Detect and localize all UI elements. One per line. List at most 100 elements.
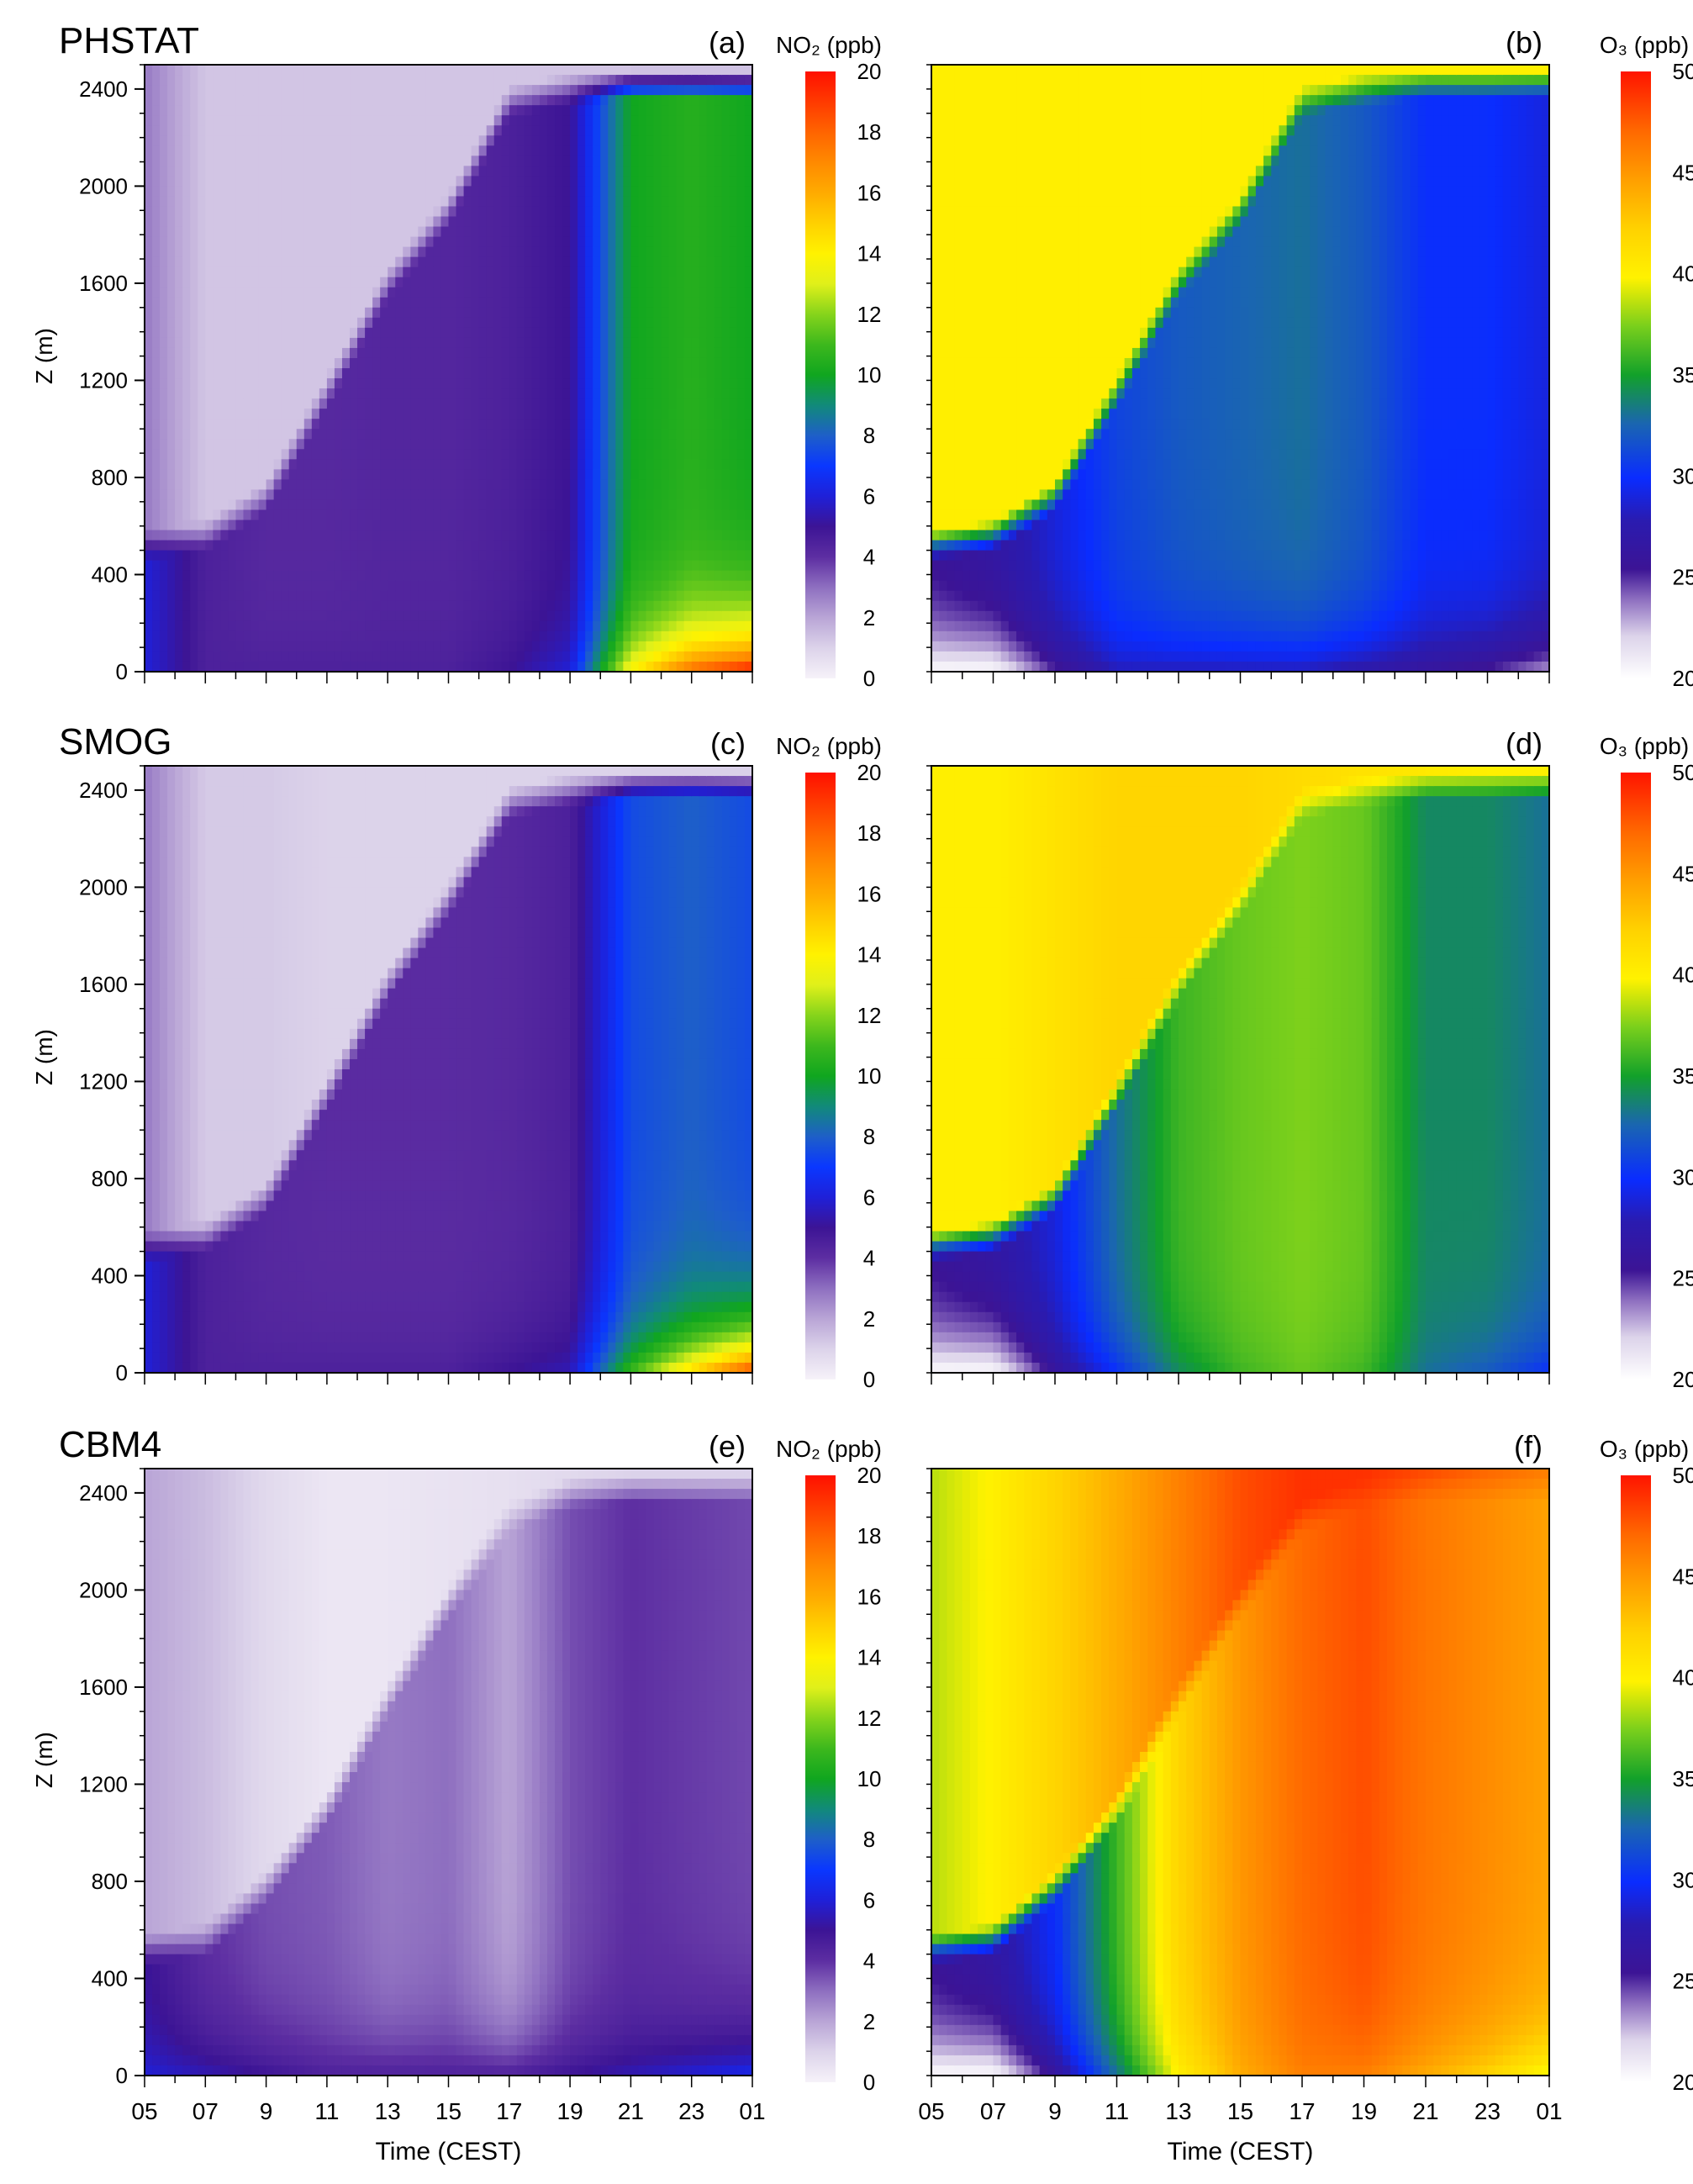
heatmap-cell xyxy=(630,610,640,622)
heatmap-cell xyxy=(288,489,298,501)
heatmap-cell xyxy=(683,135,693,147)
heatmap-cell xyxy=(744,347,753,359)
heatmap-cell xyxy=(258,327,267,339)
heatmap-cell xyxy=(311,85,320,96)
heatmap-cell xyxy=(319,256,328,268)
heatmap-cell xyxy=(501,135,510,147)
heatmap-cell xyxy=(539,388,548,399)
heatmap-cell xyxy=(213,125,222,137)
heatmap-cell xyxy=(273,196,282,208)
heatmap-cell xyxy=(661,347,670,359)
heatmap-cell xyxy=(501,145,510,157)
heatmap-cell xyxy=(388,196,397,208)
heatmap-cell xyxy=(167,95,176,106)
heatmap-cell xyxy=(638,449,647,461)
heatmap-cell xyxy=(562,226,571,238)
heatmap-cell xyxy=(661,297,670,309)
heatmap-cell xyxy=(410,115,419,126)
heatmap-cell xyxy=(623,226,632,238)
heatmap-cell xyxy=(266,307,275,319)
heatmap-cell xyxy=(456,378,465,389)
heatmap-cell xyxy=(638,266,647,278)
heatmap-cell xyxy=(418,530,427,541)
heatmap-cell xyxy=(939,419,948,430)
heatmap-cell xyxy=(486,388,495,399)
heatmap-cell xyxy=(683,409,693,419)
heatmap-cell xyxy=(676,337,685,349)
heatmap-cell xyxy=(365,398,373,409)
heatmap-cell xyxy=(714,398,723,409)
heatmap-cell xyxy=(448,368,457,379)
heatmap-cell xyxy=(668,398,678,409)
heatmap-cell xyxy=(198,347,207,359)
heatmap-cell xyxy=(668,661,678,673)
heatmap-cell xyxy=(486,520,495,531)
heatmap-cell xyxy=(501,347,510,359)
heatmap-cell xyxy=(615,499,625,511)
heatmap-cell xyxy=(319,277,328,288)
heatmap-cell xyxy=(319,216,328,228)
heatmap-cell xyxy=(570,429,578,440)
heatmap-cell xyxy=(516,489,525,501)
heatmap-cell xyxy=(334,297,343,309)
heatmap-cell xyxy=(608,337,617,349)
heatmap-cell xyxy=(190,388,199,399)
heatmap-cell xyxy=(486,398,495,409)
heatmap-cell xyxy=(372,266,381,278)
heatmap-cell xyxy=(357,206,366,218)
heatmap-cell xyxy=(931,266,940,278)
heatmap-cell xyxy=(410,236,419,248)
heatmap-cell xyxy=(668,266,678,278)
heatmap-cell xyxy=(281,75,290,86)
heatmap-cell xyxy=(319,560,328,572)
heatmap-cell xyxy=(463,388,472,399)
heatmap-cell xyxy=(319,75,328,86)
heatmap-cell xyxy=(350,196,358,208)
heatmap-cell xyxy=(456,530,465,541)
heatmap-cell xyxy=(493,135,503,147)
heatmap-cell xyxy=(251,95,260,106)
heatmap-cell xyxy=(228,610,237,622)
heatmap-cell xyxy=(736,307,746,319)
heatmap-cell xyxy=(585,206,594,218)
heatmap-cell xyxy=(714,287,723,298)
heatmap-cell xyxy=(638,307,647,319)
heatmap-cell xyxy=(311,661,320,673)
heatmap-cell xyxy=(152,176,161,187)
heatmap-cell xyxy=(939,277,948,288)
heatmap-cell xyxy=(471,65,480,76)
heatmap-cell xyxy=(425,419,435,430)
heatmap-cell xyxy=(288,357,298,369)
heatmap-cell xyxy=(729,287,738,298)
heatmap-cell xyxy=(357,216,366,228)
heatmap-cell xyxy=(744,499,753,511)
heatmap-cell xyxy=(593,125,602,137)
heatmap-cell xyxy=(198,176,207,187)
heatmap-cell xyxy=(175,419,183,430)
heatmap-cell xyxy=(608,156,617,167)
heatmap-cell xyxy=(334,337,343,349)
heatmap-cell xyxy=(509,540,518,551)
heatmap-cell xyxy=(190,145,199,157)
heatmap-cell xyxy=(608,419,617,430)
heatmap-cell xyxy=(736,620,746,632)
heatmap-cell xyxy=(683,661,693,673)
heatmap-cell xyxy=(303,115,313,126)
heatmap-cell xyxy=(646,226,655,238)
heatmap-cell xyxy=(646,347,655,359)
heatmap-cell xyxy=(365,479,373,491)
heatmap-cell xyxy=(182,459,192,471)
heatmap-cell xyxy=(258,409,267,419)
heatmap-cell xyxy=(555,520,563,531)
heatmap-cell xyxy=(501,590,510,602)
heatmap-cell xyxy=(683,246,693,258)
heatmap-cell xyxy=(456,297,465,309)
heatmap-cell xyxy=(486,186,495,198)
heatmap-cell xyxy=(341,206,351,218)
heatmap-cell xyxy=(600,115,609,126)
heatmap-cell xyxy=(939,145,948,157)
heatmap-cell xyxy=(281,499,290,511)
heatmap-cell xyxy=(699,620,708,632)
heatmap-cell xyxy=(440,277,450,288)
heatmap-cell xyxy=(699,560,708,572)
